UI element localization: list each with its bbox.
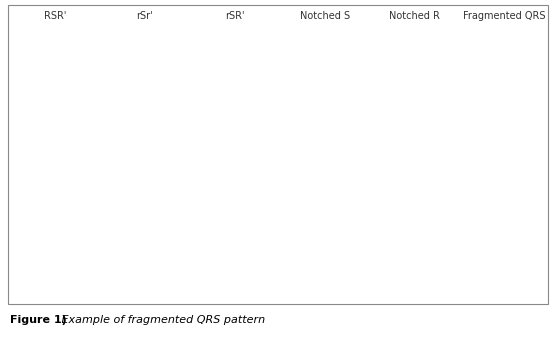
Text: Figure 1): Figure 1) [10,315,67,325]
Text: rSr': rSr' [137,11,153,21]
Text: Example of fragmented QRS pattern: Example of fragmented QRS pattern [58,315,266,325]
Text: rSR': rSR' [225,11,245,21]
Text: RSR': RSR' [44,11,66,21]
Bar [8,5,548,304]
Text: Fragmented QRS: Fragmented QRS [463,11,545,21]
Text: Notched R: Notched R [389,11,440,21]
Text: Notched S: Notched S [300,11,350,21]
